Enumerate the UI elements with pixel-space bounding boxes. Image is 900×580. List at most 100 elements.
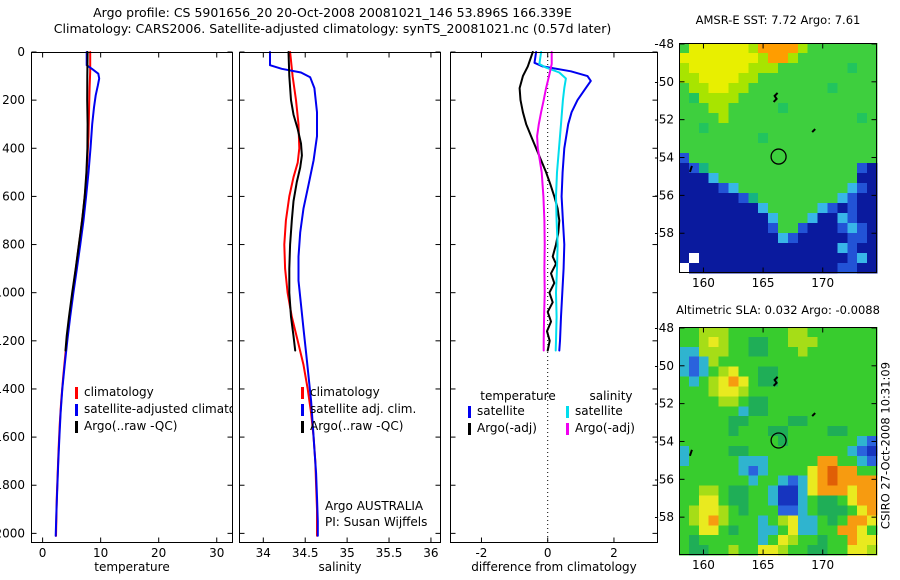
heatmap-cell: [847, 173, 858, 184]
heatmap-cell: [787, 485, 799, 497]
heatmap-cell: [817, 113, 828, 124]
heatmap-cell: [857, 203, 868, 214]
lat-tick-label: -50: [654, 359, 674, 373]
heatmap-cell: [688, 336, 700, 348]
heatmap-cell: [748, 545, 759, 556]
heatmap-cell: [698, 436, 710, 447]
heatmap-cell: [738, 73, 749, 84]
heatmap-cell: [738, 505, 749, 516]
heatmap-cell: [837, 455, 848, 467]
heatmap-cell: [797, 213, 809, 224]
heatmap-cell: [837, 436, 848, 447]
heatmap-cell: [807, 203, 819, 214]
heatmap-cell: [688, 113, 700, 124]
heatmap-cell: [847, 183, 858, 194]
legend-label: Argo(..raw -QC): [310, 419, 404, 433]
heatmap-cell: [837, 515, 848, 526]
heatmap-cell: [837, 416, 848, 427]
heatmap-cell: [679, 143, 690, 154]
heatmap-cell: [679, 73, 690, 84]
lat-tick-label: -54: [654, 434, 674, 448]
heatmap-cell: [778, 436, 789, 447]
heatmap-cell: [768, 445, 779, 457]
heatmap-cell: [718, 535, 729, 546]
heatmap-cell: [817, 73, 828, 84]
heatmap-cell: [708, 346, 720, 358]
heatmap-cell: [837, 163, 848, 174]
heatmap-cell: [688, 103, 700, 114]
sla-map-title: Altimetric SLA: 0.032 Argo: -0.0088: [676, 303, 880, 317]
heatmap-cell: [728, 386, 739, 397]
difference-legend-temperature: temperature satellite Argo(-adj): [468, 388, 568, 437]
heatmap-cell: [738, 53, 749, 64]
heatmap-cell: [867, 73, 878, 84]
annotation-line: PI: Susan Wijffels: [325, 515, 428, 529]
lat-tick-label: -54: [654, 151, 674, 165]
depth-tick-label: 800: [2, 238, 25, 252]
heatmap-cell: [768, 123, 779, 134]
land-marker: [811, 412, 816, 417]
heatmap-cell: [837, 63, 848, 74]
heatmap-cell: [797, 113, 809, 124]
heatmap-cell: [847, 545, 858, 556]
heatmap-cell: [708, 163, 720, 174]
heatmap-cell: [797, 193, 809, 204]
heatmap-cell: [738, 386, 749, 397]
heatmap-cell: [679, 193, 690, 204]
heatmap-cell: [787, 103, 799, 114]
heatmap-cell: [758, 475, 769, 487]
heatmap-cell: [718, 356, 729, 368]
heatmap-cell: [768, 416, 779, 427]
heatmap-cell: [698, 213, 710, 224]
heatmap-cell: [708, 525, 720, 536]
heatmap-cell: [778, 103, 789, 114]
heatmap-cell: [847, 356, 858, 368]
heatmap-cell: [778, 123, 789, 134]
heatmap-cell: [867, 83, 878, 94]
heatmap-cell: [847, 346, 858, 358]
heatmap-cell: [708, 263, 720, 274]
heatmap-cell: [778, 545, 789, 556]
heatmap-cell: [847, 143, 858, 154]
satellite-adjusted-swatch: [75, 403, 78, 416]
heatmap-cell: [718, 123, 729, 134]
sal_profile-panel: 34 34.5 35 35.5 36: [239, 51, 441, 560]
heatmap-cell: [748, 455, 759, 467]
heatmap-cell: [728, 93, 739, 104]
heatmap-cell: [817, 346, 828, 358]
profile-curve: [54, 51, 101, 537]
heatmap-cell: [857, 376, 868, 387]
heatmap-cell: [679, 485, 690, 497]
heatmap-cell: [679, 356, 690, 368]
heatmap-cell: [778, 203, 789, 214]
heatmap-cell: [807, 153, 819, 164]
heatmap-cell: [758, 163, 769, 174]
heatmap-cell: [688, 223, 700, 234]
heatmap-cell: [857, 455, 868, 467]
heatmap-cell: [827, 163, 838, 174]
heatmap-cell: [688, 133, 700, 144]
heatmap-cell: [778, 173, 789, 184]
heatmap-cell: [817, 193, 828, 204]
heatmap-cell: [768, 93, 779, 104]
heatmap-cell: [847, 103, 858, 114]
heatmap-cell: [708, 396, 720, 407]
sla_map-panel: 160 165 170 -48 -50 -52 -54 -56 -58: [654, 321, 878, 572]
heatmap-cell: [857, 53, 868, 64]
heatmap-cell: [688, 346, 700, 358]
heatmap-cell: [698, 253, 710, 264]
heatmap-cell: [728, 515, 739, 526]
heatmap-cell: [688, 53, 700, 64]
heatmap-cell: [748, 485, 759, 497]
heatmap-cell: [768, 515, 779, 526]
heatmap-cell: [807, 173, 819, 184]
heatmap-cell: [857, 153, 868, 164]
heatmap-cell: [837, 545, 848, 556]
climatology-swatch: [75, 386, 78, 399]
profile-curve: [536, 51, 553, 352]
heatmap-cell: [847, 505, 858, 516]
heatmap-cell: [797, 93, 809, 104]
heatmap-cell: [748, 243, 759, 254]
heatmap-cell: [807, 243, 819, 254]
heatmap-cell: [748, 336, 759, 348]
